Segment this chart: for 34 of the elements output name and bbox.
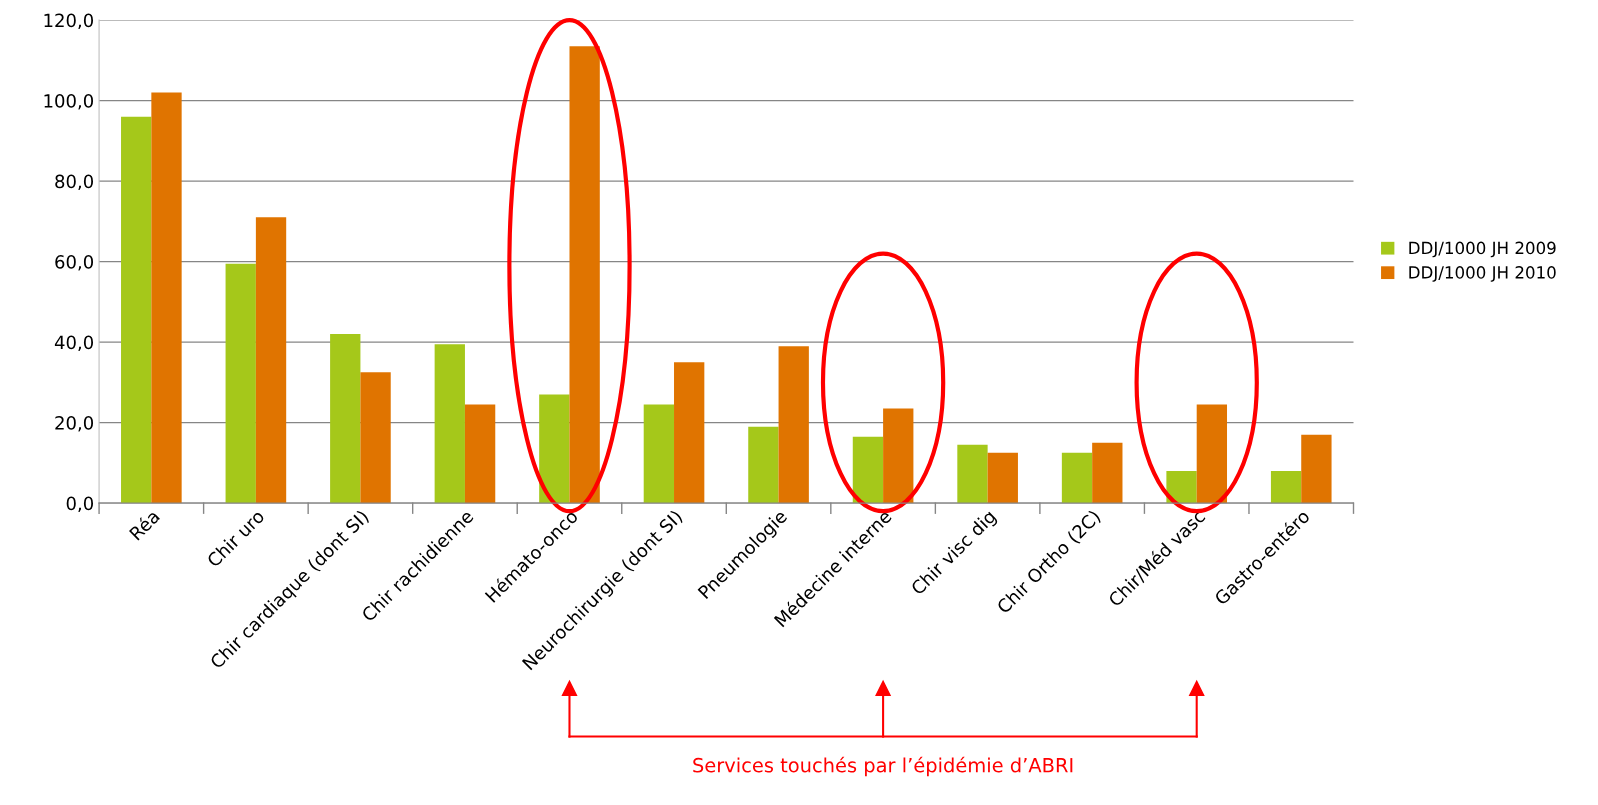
bar xyxy=(1061,452,1093,504)
bar xyxy=(1270,470,1302,504)
bar xyxy=(539,394,570,504)
y-tick-label: 100,0 xyxy=(44,94,94,110)
y-tick-label: 0,0 xyxy=(66,496,94,513)
bar xyxy=(1092,442,1123,504)
bar xyxy=(643,404,675,504)
bar xyxy=(957,444,988,504)
y-tick-label: 60,0 xyxy=(55,255,94,271)
x-tick-label: Réa xyxy=(128,508,161,541)
bar xyxy=(360,372,391,504)
bar xyxy=(1196,404,1228,504)
bar xyxy=(748,426,779,504)
bar xyxy=(883,408,914,504)
bar xyxy=(1166,470,1197,504)
text: Services touchés par l’épidémie d’ABRI xyxy=(693,756,1073,777)
bar xyxy=(434,344,465,504)
bar xyxy=(330,334,361,504)
x-tick-label: Chir visc dig xyxy=(909,509,999,599)
bar xyxy=(464,404,496,504)
bar xyxy=(987,452,1018,504)
y-tick-label: 120,0 xyxy=(44,13,94,30)
bar xyxy=(1301,434,1332,504)
bar xyxy=(151,92,182,504)
legend-label: DDJ/1000 JH 2009 xyxy=(1409,241,1556,258)
y-tick-label: 40,0 xyxy=(54,335,94,352)
bar xyxy=(674,362,705,504)
bar xyxy=(852,436,884,504)
bar xyxy=(778,346,809,504)
bar xyxy=(255,217,287,504)
legend-label: DDJ/1000 JH 2010 xyxy=(1409,266,1556,282)
bar xyxy=(569,46,600,504)
y-tick-label: 80,0 xyxy=(55,174,94,191)
y-tick-label: 20,0 xyxy=(55,416,94,432)
